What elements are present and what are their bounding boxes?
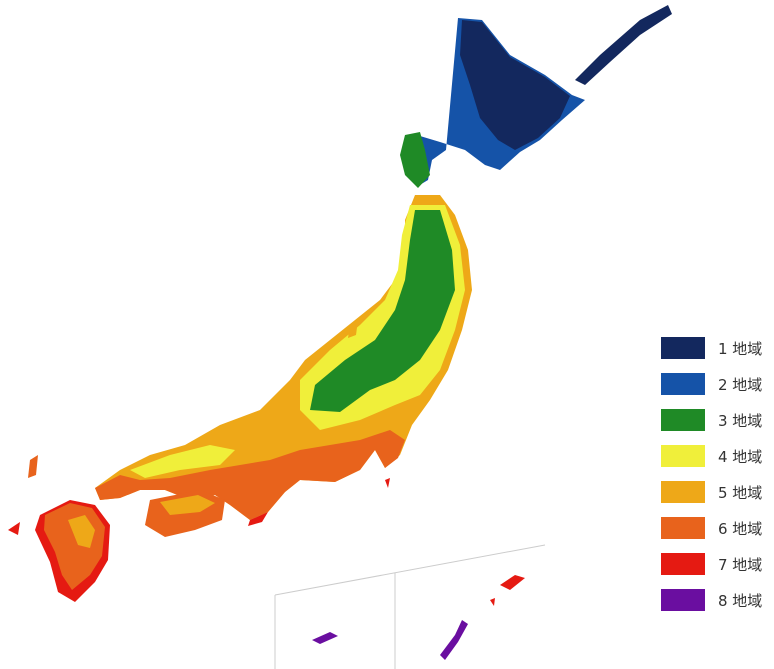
ryukyu-small-islands [490, 598, 495, 606]
legend-label: 3 地域 [718, 411, 763, 430]
honshu-coast-zone-6 [95, 430, 405, 520]
legend: 1 地域 2 地域 3 地域 4 地域 5 地域 6 地域 7 地域 8 地域 [661, 330, 762, 618]
inset-border-top [274, 544, 546, 596]
kyushu-zone-5 [68, 515, 95, 548]
okinawa-zone-8 [440, 620, 468, 660]
legend-swatch [661, 445, 705, 467]
legend-swatch [661, 373, 705, 395]
chugoku-zone-4 [130, 445, 235, 478]
honshu-zone-3 [310, 210, 455, 412]
sakishima-zone-8 [312, 632, 338, 644]
legend-item-zone-4: 4 地域 [661, 438, 762, 474]
kii-zone-7 [248, 512, 268, 526]
amami-zone-7 [500, 575, 525, 590]
legend-label: 7 地域 [718, 555, 763, 574]
legend-item-zone-5: 5 地域 [661, 474, 762, 510]
izu-islands [385, 478, 390, 488]
legend-swatch [661, 553, 705, 575]
legend-swatch [661, 481, 705, 503]
legend-swatch [661, 409, 705, 431]
goto-islands [8, 522, 20, 535]
legend-label: 8 地域 [718, 591, 763, 610]
hokkaido-zone-1 [460, 20, 570, 150]
legend-item-zone-8: 8 地域 [661, 582, 762, 618]
legend-item-zone-7: 7 地域 [661, 546, 762, 582]
sado-island [348, 320, 358, 338]
legend-label: 2 地域 [718, 375, 763, 394]
legend-swatch [661, 517, 705, 539]
hokkaido-south-zone-3 [400, 132, 430, 188]
legend-label: 1 地域 [718, 339, 763, 358]
kuril-islands [575, 5, 672, 85]
legend-item-zone-1: 1 地域 [661, 330, 762, 366]
legend-label: 6 地域 [718, 519, 763, 538]
legend-swatch [661, 589, 705, 611]
tsushima [28, 455, 38, 478]
shikoku-zone-5 [160, 495, 215, 515]
legend-label: 5 地域 [718, 483, 763, 502]
legend-item-zone-3: 3 地域 [661, 402, 762, 438]
legend-swatch [661, 337, 705, 359]
legend-label: 4 地域 [718, 447, 763, 466]
legend-item-zone-2: 2 地域 [661, 366, 762, 402]
legend-item-zone-6: 6 地域 [661, 510, 762, 546]
